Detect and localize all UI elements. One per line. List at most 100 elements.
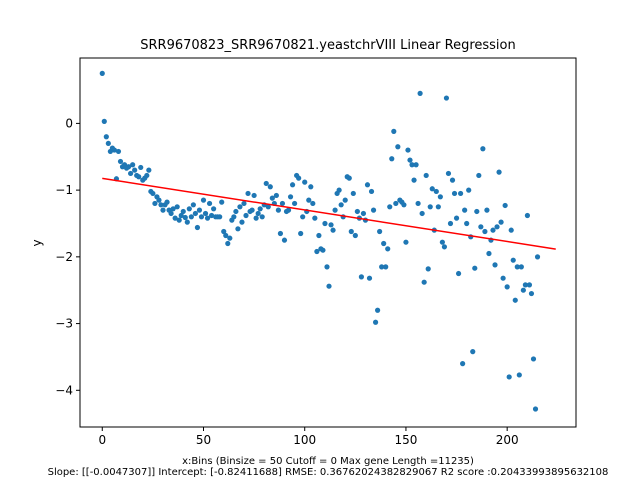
data-point (277, 230, 284, 237)
data-point (516, 372, 522, 378)
y-tick-label: −2 (55, 250, 73, 264)
data-point (235, 226, 241, 232)
data-point (395, 144, 401, 150)
data-point (253, 215, 259, 221)
data-point (409, 162, 415, 168)
data-point (352, 232, 358, 239)
data-point (458, 190, 464, 197)
data-point (217, 214, 223, 220)
data-point (255, 210, 261, 217)
data-point (332, 207, 338, 213)
data-point (520, 287, 526, 293)
x-tick-label: 200 (496, 433, 519, 447)
data-point (300, 214, 306, 220)
data-point (132, 167, 138, 173)
data-point (99, 70, 105, 76)
data-point (445, 170, 452, 177)
data-point (200, 197, 207, 203)
data-point (407, 157, 413, 163)
x-tick-label: 0 (98, 433, 106, 447)
data-point (433, 188, 439, 195)
x-tick-label: 50 (196, 433, 211, 447)
data-point (172, 215, 178, 221)
data-point (225, 240, 231, 247)
data-point (312, 215, 318, 221)
data-point (285, 207, 292, 213)
data-point (453, 215, 460, 221)
data-point (251, 192, 257, 199)
data-point (526, 282, 533, 288)
data-point (338, 202, 344, 208)
data-point (180, 208, 186, 215)
data-point (401, 202, 407, 208)
data-point (508, 227, 514, 233)
data-point (292, 200, 298, 207)
data-point (324, 264, 330, 270)
data-point (439, 239, 445, 245)
data-point (425, 266, 431, 272)
data-point (330, 227, 336, 233)
data-point (308, 184, 314, 190)
data-point (158, 202, 164, 208)
data-point (354, 208, 360, 215)
data-point (296, 175, 302, 181)
data-point (125, 164, 132, 170)
data-point (514, 264, 520, 270)
data-point (160, 207, 166, 213)
data-point (364, 182, 371, 188)
data-point (186, 206, 192, 212)
data-point (413, 162, 419, 168)
data-point (336, 187, 342, 193)
data-point (130, 162, 136, 168)
data-point (532, 406, 539, 412)
data-point (476, 172, 482, 179)
data-point (150, 190, 156, 197)
data-point (211, 206, 217, 212)
regression-line (102, 177, 556, 250)
data-point (194, 224, 201, 231)
data-point (494, 224, 500, 230)
data-point (368, 188, 375, 195)
caption-line-2: Slope: [[-0.0047307]] Intercept: [-0.824… (48, 467, 609, 478)
data-point (273, 192, 279, 199)
data-point (510, 257, 516, 263)
data-point (486, 250, 492, 257)
x-tick-label: 150 (394, 433, 417, 447)
data-point (492, 262, 498, 268)
data-point (417, 90, 423, 96)
data-point (188, 214, 194, 220)
data-point (275, 207, 281, 213)
data-point (204, 215, 211, 221)
data-point (498, 219, 504, 225)
data-point (370, 207, 377, 213)
data-point (478, 224, 484, 230)
data-point (146, 167, 152, 173)
data-point (269, 195, 275, 201)
data-point (105, 140, 111, 147)
data-point (168, 210, 174, 217)
data-point (156, 197, 162, 203)
data-point (249, 207, 255, 213)
data-point (348, 228, 354, 235)
data-point (314, 248, 320, 255)
data-point (381, 240, 387, 247)
data-point (223, 232, 229, 239)
data-point (391, 128, 397, 134)
data-point (202, 210, 209, 217)
data-point (136, 174, 142, 180)
data-point (379, 264, 385, 270)
x-axis-ticks: 0 50 100 150 200 (98, 427, 519, 447)
data-point (326, 283, 332, 289)
data-point (117, 158, 124, 165)
data-point (208, 212, 215, 219)
data-point (221, 228, 227, 235)
data-point (346, 175, 352, 181)
data-point (281, 237, 288, 243)
data-point (239, 219, 245, 225)
data-point (435, 204, 441, 210)
data-point (443, 95, 450, 101)
data-point (474, 208, 480, 215)
data-point (393, 200, 399, 207)
data-point (447, 220, 454, 227)
data-point (164, 199, 170, 205)
